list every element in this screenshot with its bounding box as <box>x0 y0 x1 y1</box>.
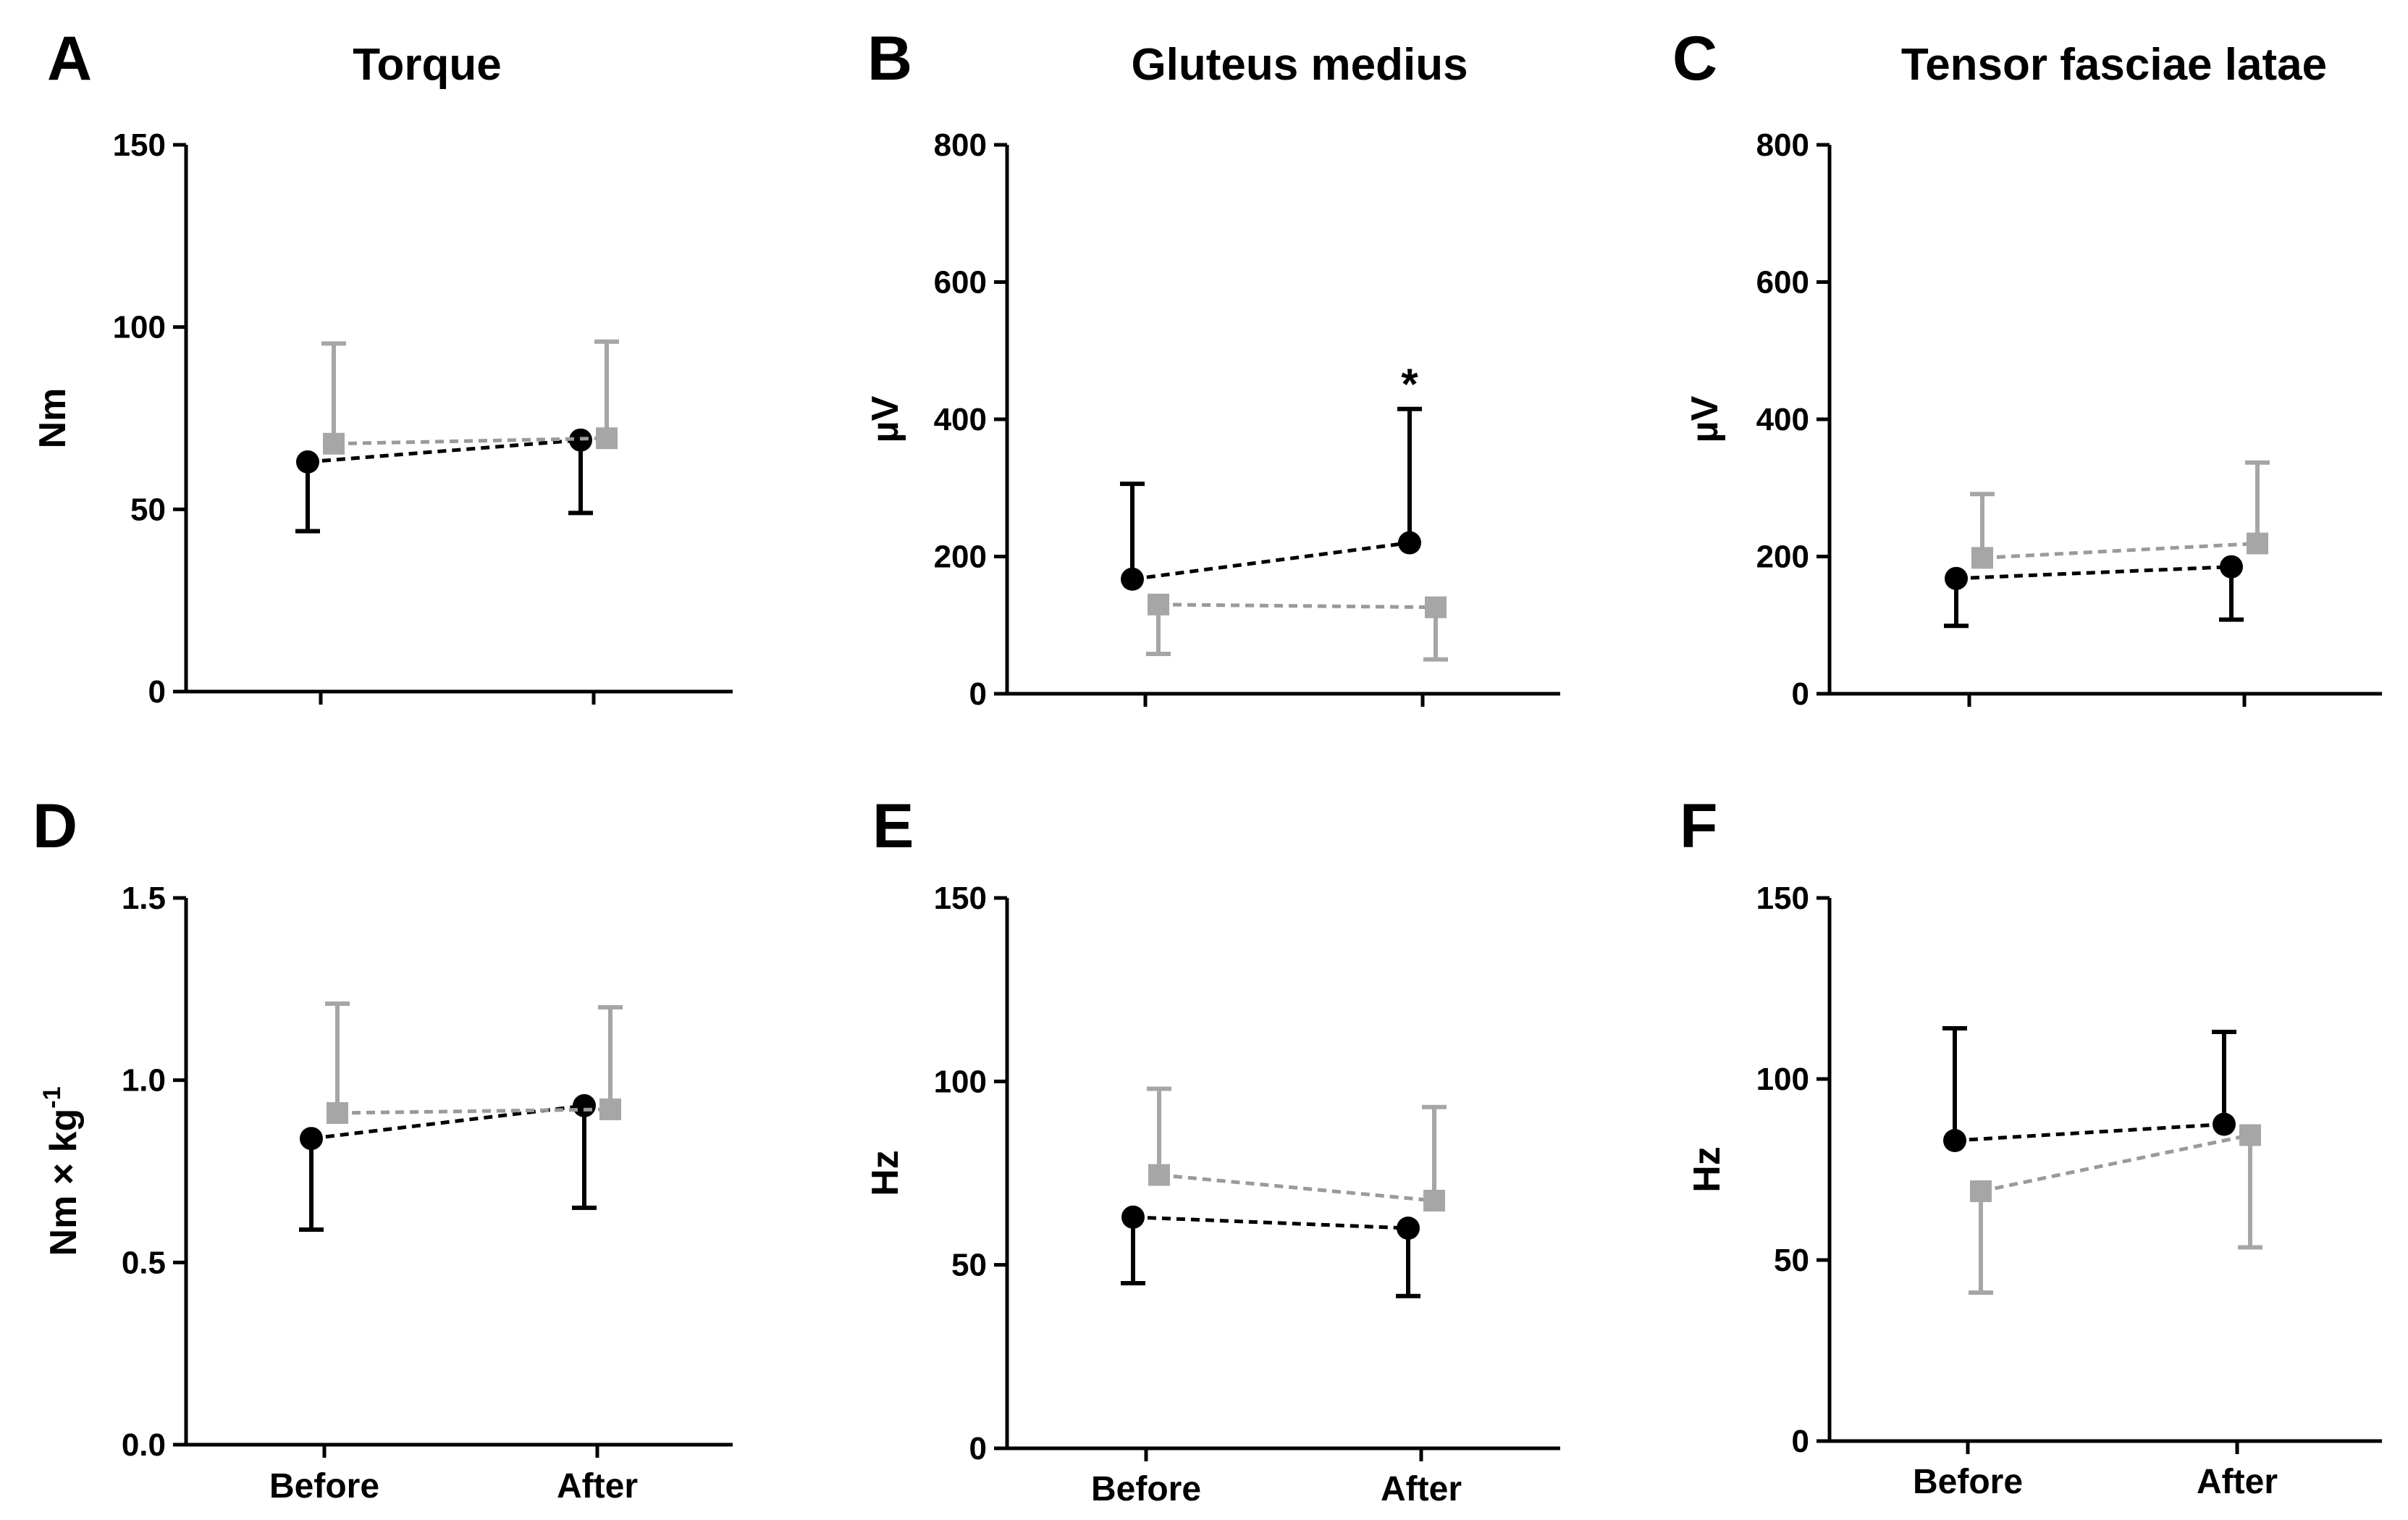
data-point-square <box>1425 596 1447 618</box>
data-point-square <box>1148 1164 1170 1186</box>
data-point-square <box>1148 593 1169 616</box>
panel-letter: E <box>872 792 914 861</box>
significance-marker: * <box>1401 360 1418 408</box>
y-tick-label: 0 <box>969 676 987 712</box>
y-axis-label: µV <box>1684 395 1726 442</box>
y-tick-label: 150 <box>113 127 166 163</box>
y-tick-label: 50 <box>951 1248 987 1283</box>
y-tick-label: 0.0 <box>122 1427 166 1463</box>
y-tick-label: 0 <box>1792 1424 1809 1459</box>
x-category-label: Before <box>1091 1470 1201 1508</box>
y-tick-label: 150 <box>1756 881 1809 916</box>
y-tick-label: 0 <box>1792 676 1809 712</box>
y-tick-label: 0 <box>148 674 166 710</box>
y-tick-label: 200 <box>1756 539 1809 575</box>
y-axis-label-text: Nm × kg <box>43 1109 85 1256</box>
panel-e: E 0 50 100 150 Before After Hz <box>864 792 1560 1508</box>
y-axis-label-text: Hz <box>1686 1146 1728 1193</box>
data-point-circle <box>1945 566 1968 590</box>
panel-a: A Torque 0 50 100 150 Nm <box>32 24 733 710</box>
y-axis-label-text: µV <box>864 395 906 442</box>
y-tick-label: 100 <box>1756 1062 1809 1097</box>
x-category-label: After <box>1381 1470 1462 1508</box>
y-tick-label: 600 <box>934 265 987 301</box>
panel-b: B Gluteus medius 0 200 400 600 800 µV * <box>864 24 1560 712</box>
y-tick-label: 800 <box>934 127 987 163</box>
data-point-square <box>2247 532 2268 555</box>
series-line <box>333 436 607 446</box>
panel-f: F 0 50 100 150 Before After Hz <box>1680 792 2382 1501</box>
data-point-square <box>596 427 618 450</box>
series-line <box>1956 565 2232 581</box>
data-point-square <box>1971 547 1993 569</box>
y-tick-label: 1.5 <box>122 881 166 916</box>
data-point-circle <box>2213 1112 2236 1136</box>
y-axis-label: Nm <box>32 388 74 449</box>
data-point-square <box>599 1098 621 1120</box>
series-line <box>307 438 581 464</box>
panel-title: Torque <box>353 40 502 90</box>
x-category-label: Before <box>1913 1463 2023 1501</box>
data-point-square <box>323 432 345 455</box>
y-tick-label: 1.0 <box>122 1063 166 1099</box>
y-axis-label: µV <box>864 395 906 442</box>
y-tick-label: 600 <box>1756 265 1809 301</box>
panel-letter: C <box>1672 24 1717 93</box>
y-axis-label: Hz <box>864 1150 906 1196</box>
data-point-circle <box>300 1127 323 1151</box>
y-axis-label-text: µV <box>1684 395 1726 442</box>
panel-d: D 0.0 0.5 1.0 1.5 Before After Nm × kg-1 <box>33 792 733 1506</box>
data-point-circle <box>1943 1129 1966 1152</box>
data-point-circle <box>1121 1205 1145 1229</box>
panel-letter: B <box>867 24 912 93</box>
y-tick-label: 400 <box>1756 402 1809 437</box>
y-tick-label: 0.5 <box>122 1245 166 1280</box>
x-category-label: After <box>557 1467 638 1506</box>
panel-c: C Tensor fasciae latae 0 200 400 600 800 µV <box>1672 24 2382 712</box>
panel-letter: D <box>33 792 77 861</box>
panel-title: Tensor fasciae latae <box>1901 40 2327 90</box>
y-tick-label: 800 <box>1756 127 1809 163</box>
y-axis-label-superscript: -1 <box>38 1087 66 1109</box>
y-axis-label: Hz <box>1686 1146 1728 1193</box>
data-point-circle <box>1121 567 1144 591</box>
panel-title: Gluteus medius <box>1131 40 1468 90</box>
y-tick-label: 50 <box>130 492 166 527</box>
y-axis-label: Nm × kg-1 <box>38 1087 85 1256</box>
series-line <box>1158 602 1436 610</box>
series-line <box>337 1107 611 1115</box>
x-category-label: Before <box>269 1467 379 1506</box>
panel-letter: A <box>47 24 92 93</box>
y-axis-label-text: Nm <box>32 388 74 449</box>
y-tick-label: 200 <box>934 539 987 575</box>
data-point-square <box>1970 1180 1992 1202</box>
x-category-label: After <box>2197 1463 2278 1501</box>
series-line <box>1132 1215 1409 1230</box>
y-tick-label: 100 <box>113 310 166 345</box>
y-tick-label: 150 <box>934 881 987 916</box>
data-point-circle <box>1397 1217 1420 1240</box>
data-point-square <box>1423 1190 1445 1212</box>
series-line <box>1980 1133 2251 1193</box>
series-line <box>1982 542 2258 560</box>
data-point-circle <box>2220 555 2243 579</box>
y-tick-label: 400 <box>934 402 987 437</box>
y-axis-label-text: Hz <box>864 1150 906 1196</box>
data-point-square <box>327 1101 348 1124</box>
data-point-circle <box>573 1093 596 1117</box>
panel-letter: F <box>1680 792 1718 861</box>
y-tick-label: 50 <box>1774 1243 1809 1278</box>
series-line <box>1158 1173 1435 1203</box>
data-point-circle <box>1398 531 1421 555</box>
data-point-circle <box>296 450 319 474</box>
series-line <box>1132 541 1410 581</box>
y-tick-label: 100 <box>934 1064 987 1099</box>
data-point-square <box>2239 1124 2261 1146</box>
series-line <box>1954 1122 2225 1143</box>
y-tick-label: 0 <box>969 1431 987 1466</box>
series-line <box>311 1104 585 1141</box>
